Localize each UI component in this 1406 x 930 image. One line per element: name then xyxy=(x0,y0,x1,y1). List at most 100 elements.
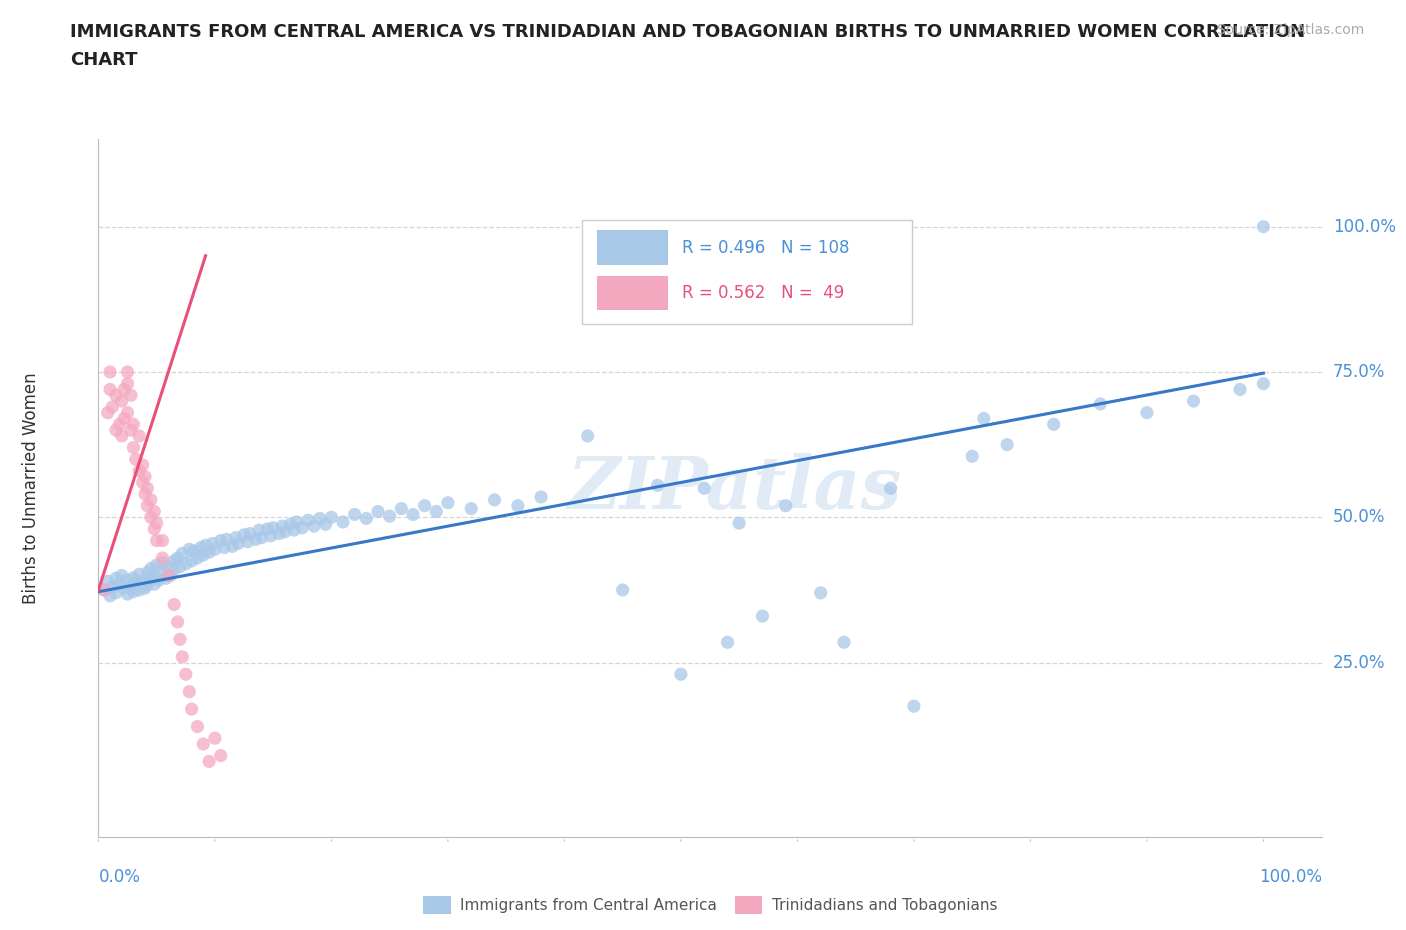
Point xyxy=(155,571,177,586)
Point xyxy=(98,382,121,397)
Point xyxy=(1136,405,1159,420)
Point xyxy=(172,649,194,664)
Point xyxy=(111,429,134,444)
Point xyxy=(134,469,156,484)
Point xyxy=(201,536,224,551)
Point xyxy=(136,578,159,592)
Point xyxy=(283,523,305,538)
Point xyxy=(437,496,460,511)
Point xyxy=(111,393,134,408)
Point xyxy=(356,512,378,526)
Point xyxy=(647,478,669,493)
Point xyxy=(166,615,188,630)
Text: 0.0%: 0.0% xyxy=(98,868,141,885)
Point xyxy=(267,526,290,541)
Point xyxy=(152,533,174,548)
Point xyxy=(101,400,124,415)
Point xyxy=(117,573,139,588)
Point xyxy=(274,525,297,539)
Point xyxy=(239,526,262,541)
Text: Births to Unmarried Women: Births to Unmarried Women xyxy=(22,372,41,604)
Point xyxy=(960,449,983,464)
Point xyxy=(484,493,506,508)
Point xyxy=(180,701,202,716)
Point xyxy=(402,507,425,522)
Point xyxy=(1090,396,1112,411)
Point xyxy=(186,551,208,565)
Point xyxy=(810,586,832,601)
Point xyxy=(136,565,159,580)
Point xyxy=(112,411,135,426)
Text: R = 0.562   N =  49: R = 0.562 N = 49 xyxy=(682,284,844,302)
Point xyxy=(198,545,221,560)
Point xyxy=(120,388,142,403)
Text: ZIPatlas: ZIPatlas xyxy=(568,453,901,524)
Point xyxy=(163,562,186,577)
Point xyxy=(193,737,215,751)
Point xyxy=(212,540,235,555)
Text: R = 0.496   N = 108: R = 0.496 N = 108 xyxy=(682,239,849,257)
Point xyxy=(122,417,145,432)
Text: 100.0%: 100.0% xyxy=(1333,218,1396,235)
Point xyxy=(152,555,174,570)
Point xyxy=(145,557,167,572)
Point xyxy=(98,365,121,379)
Point xyxy=(112,580,135,595)
Point xyxy=(973,411,995,426)
Point xyxy=(174,667,197,682)
Point xyxy=(198,754,221,769)
Point xyxy=(204,731,226,746)
Point xyxy=(183,543,205,558)
Point xyxy=(93,582,115,597)
Point xyxy=(152,564,174,578)
Point xyxy=(1182,393,1205,408)
Point xyxy=(302,519,325,534)
Point xyxy=(236,534,259,549)
Point xyxy=(148,573,170,588)
Point xyxy=(225,530,247,545)
Point xyxy=(506,498,529,513)
Point xyxy=(152,551,174,565)
Point xyxy=(1229,382,1251,397)
Point xyxy=(413,498,436,513)
Point xyxy=(145,515,167,530)
Point xyxy=(378,509,401,524)
Point xyxy=(1042,417,1064,432)
Point xyxy=(163,553,186,568)
Point xyxy=(308,512,330,526)
Point xyxy=(425,504,447,519)
Point xyxy=(728,515,751,530)
Point xyxy=(995,437,1018,452)
Point xyxy=(136,498,159,513)
Point xyxy=(104,388,127,403)
Point xyxy=(209,748,232,763)
Point xyxy=(716,635,738,650)
Point xyxy=(108,417,131,432)
Point xyxy=(1253,219,1275,234)
FancyBboxPatch shape xyxy=(582,219,912,325)
Point xyxy=(262,521,284,536)
Point xyxy=(122,570,145,585)
Point xyxy=(775,498,797,513)
FancyBboxPatch shape xyxy=(598,231,668,265)
Text: 75.0%: 75.0% xyxy=(1333,363,1385,381)
Point xyxy=(122,440,145,455)
Point xyxy=(285,514,308,529)
Point xyxy=(139,571,162,586)
Point xyxy=(117,405,139,420)
Point xyxy=(1253,376,1275,391)
Point xyxy=(693,481,716,496)
Point xyxy=(98,589,121,604)
Point xyxy=(120,422,142,438)
Point xyxy=(832,635,855,650)
Point xyxy=(128,582,150,597)
Point xyxy=(97,574,120,589)
Point xyxy=(139,510,162,525)
Point xyxy=(271,519,294,534)
Text: 100.0%: 100.0% xyxy=(1258,868,1322,885)
Point xyxy=(315,517,337,532)
Point xyxy=(612,582,634,597)
Point xyxy=(245,532,267,547)
Point xyxy=(117,376,139,391)
Point xyxy=(157,568,180,583)
